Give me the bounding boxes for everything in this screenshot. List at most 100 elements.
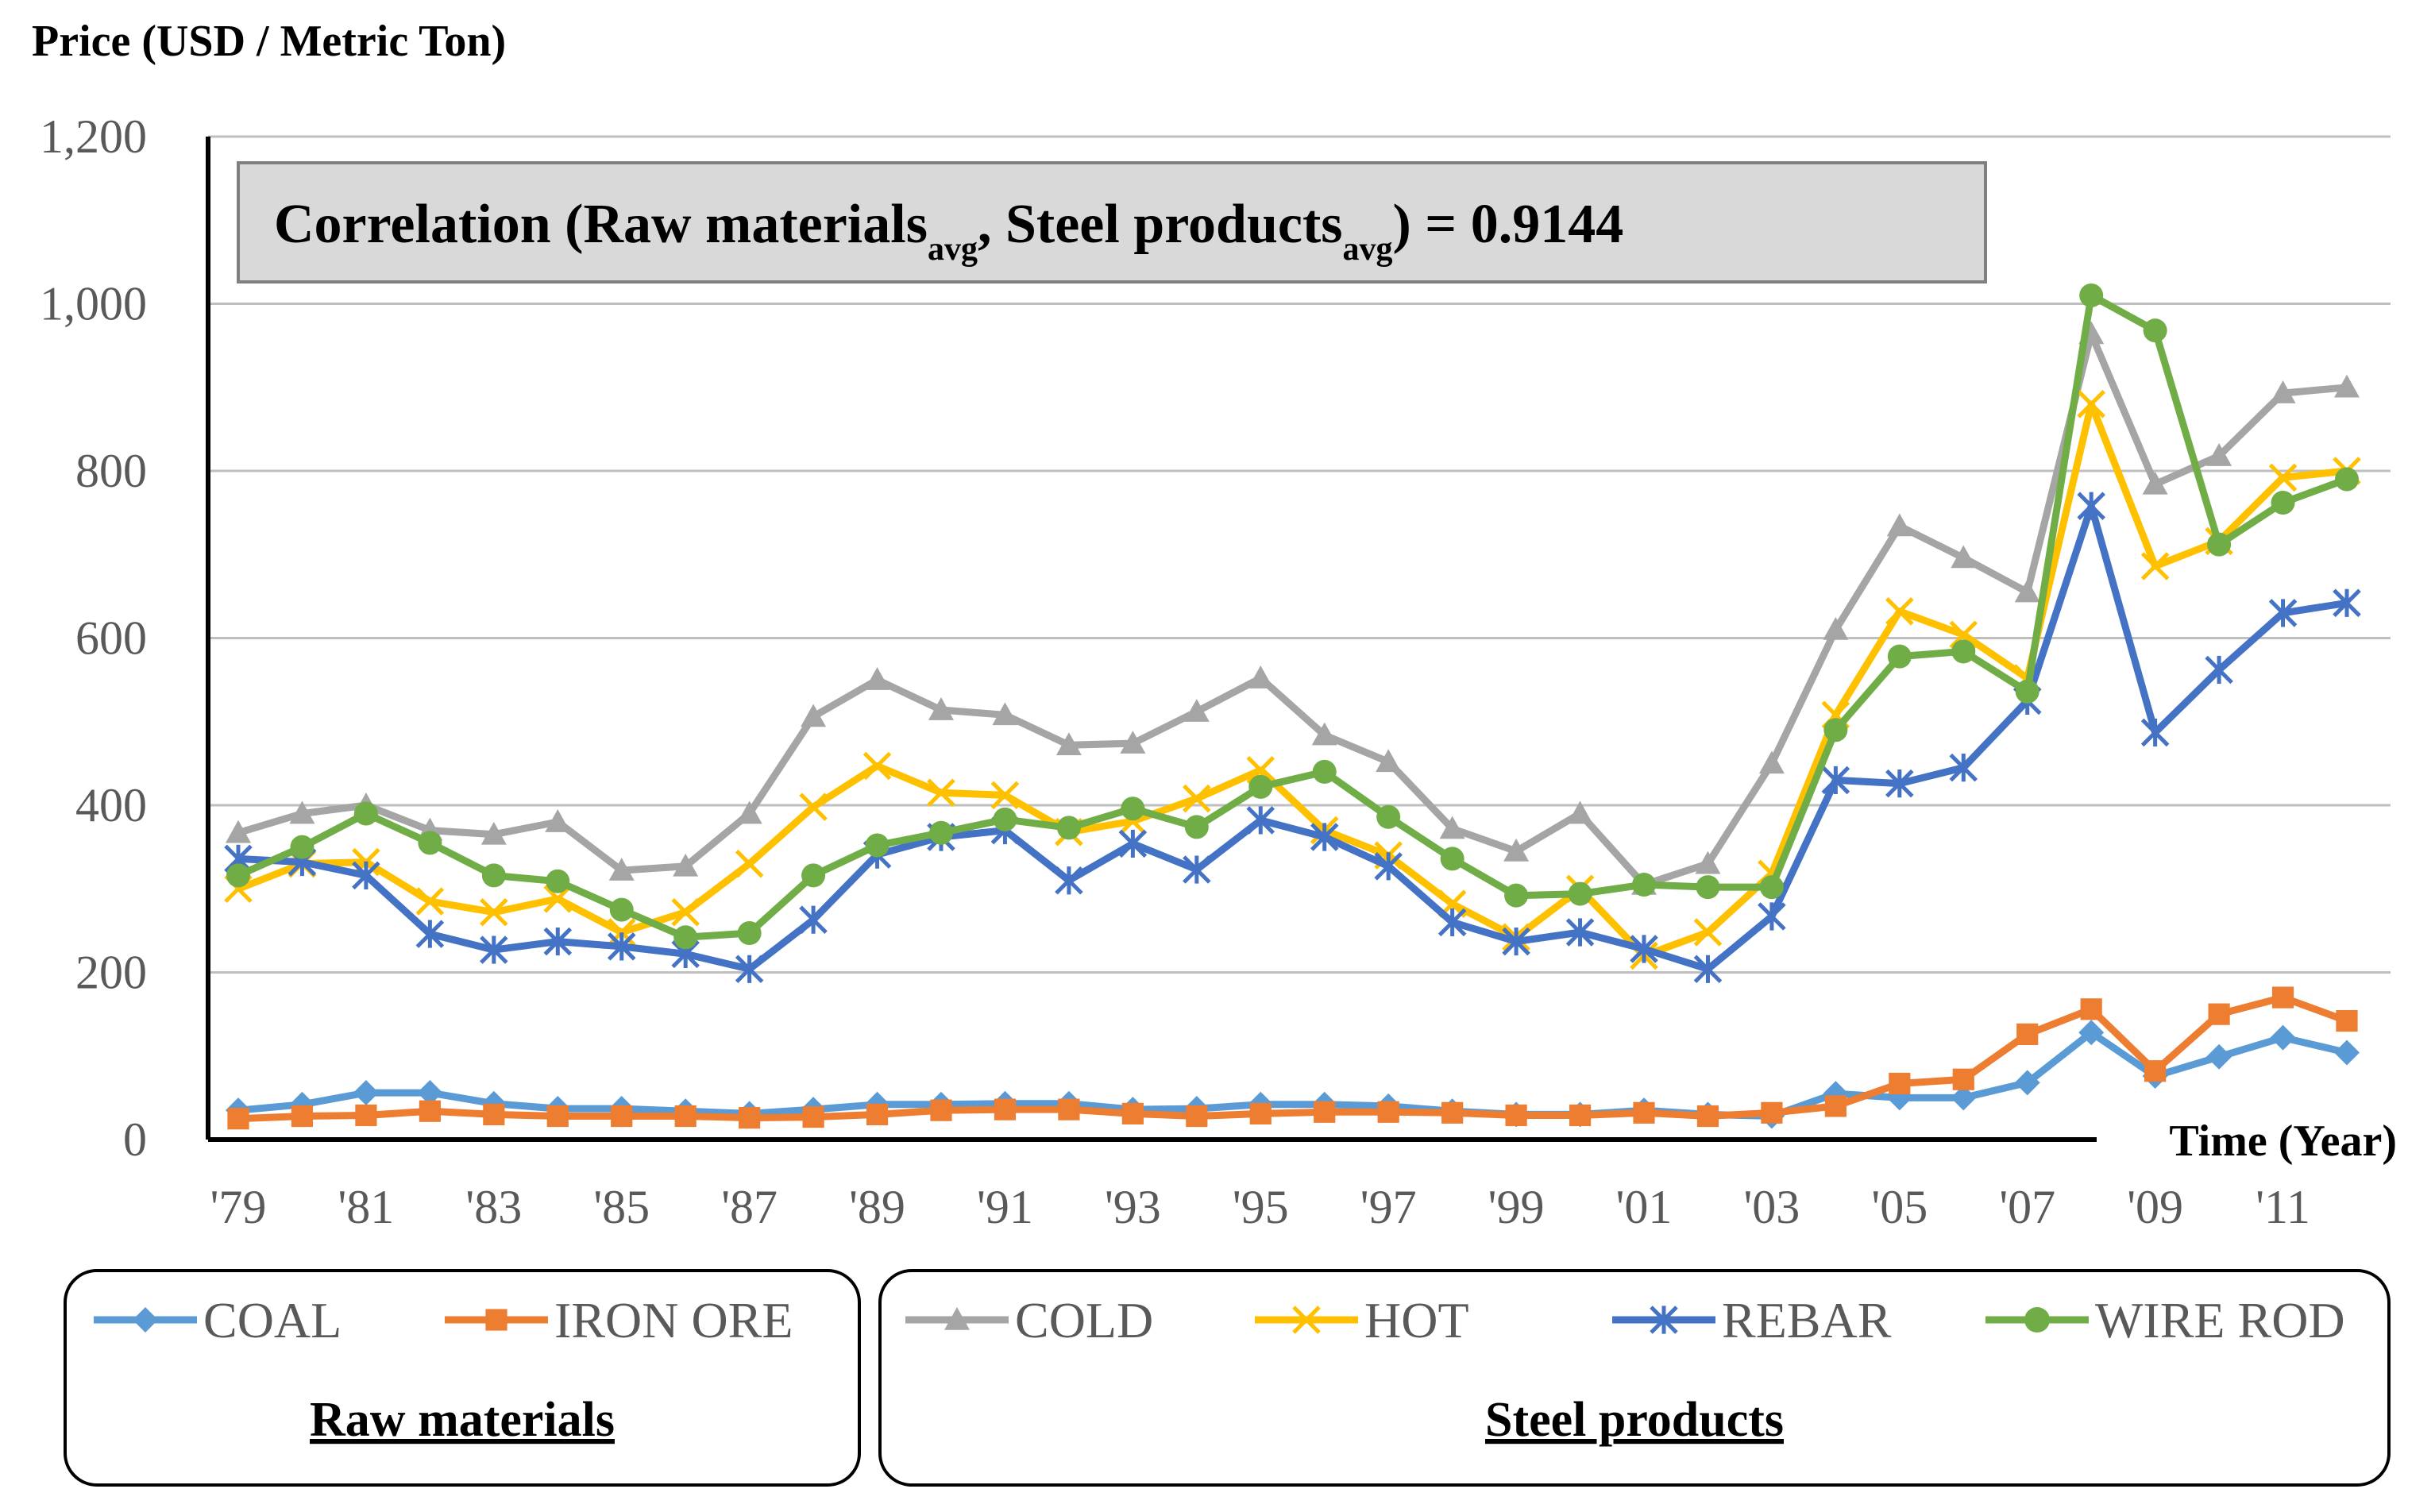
point-cold (864, 667, 890, 690)
point-rebar (1758, 902, 1786, 931)
point-iron-ore (1952, 1068, 1974, 1090)
point-rebar (1885, 769, 1914, 798)
corr-sub2: avg (1343, 231, 1393, 268)
point-wire-rod (1121, 796, 1145, 821)
point-iron-ore (2208, 1003, 2230, 1025)
legend-label-rebar: REBAR (1722, 1292, 1892, 1348)
point-wire-rod (1823, 718, 1848, 742)
point-cold (2142, 471, 2168, 495)
legend-label-cold: COLD (1015, 1292, 1153, 1348)
legend-label-iron-ore: IRON ORE (554, 1292, 793, 1348)
point-coal (417, 1080, 443, 1106)
point-rebar (1693, 955, 1723, 984)
point-cold (1183, 699, 1210, 722)
point-iron-ore (2336, 1009, 2358, 1032)
point-rebar (1565, 918, 1595, 947)
legend-item-wire-rod: WIRE ROD (1985, 1292, 2345, 1348)
series-wire-rod (226, 283, 2359, 950)
x-tick-label: '91 (977, 1181, 1033, 1233)
point-cold (801, 704, 827, 727)
point-wire-rod (1887, 644, 1912, 669)
point-iron-ore (1186, 1105, 1208, 1128)
point-cold (928, 697, 954, 720)
point-iron-ore (419, 1100, 441, 1122)
point-iron-ore (739, 1107, 761, 1129)
point-wire-rod (2207, 532, 2232, 557)
point-rebar (607, 932, 636, 961)
point-rebar (1183, 855, 1211, 884)
legend-label-coal: COAL (203, 1292, 342, 1348)
point-rebar (2205, 655, 2233, 685)
point-cold (2206, 443, 2232, 466)
y-tick-label: 200 (75, 947, 147, 999)
y-tick-labels: 0 200 400 600 800 1,000 1,200 (40, 110, 147, 1166)
point-rebar (2268, 599, 2298, 627)
point-coal (353, 1080, 379, 1106)
point-rebar (1437, 908, 1467, 937)
point-hot (1183, 784, 1211, 813)
point-wire-rod (2143, 318, 2167, 343)
point-coal (2078, 1020, 2105, 1046)
point-hot (799, 793, 828, 821)
series-line-rebar (237, 502, 2348, 973)
point-iron-ore (1696, 1105, 1719, 1128)
point-wire-rod (290, 835, 315, 859)
y-tick-label: 1,000 (40, 278, 147, 330)
point-rebar (1310, 823, 1339, 851)
point-wire-rod (353, 801, 378, 826)
point-wire-rod (418, 831, 442, 855)
point-rebar (2140, 718, 2170, 747)
point-iron-ore (355, 1104, 377, 1127)
point-wire-rod (801, 863, 826, 888)
point-wire-rod (546, 869, 570, 893)
point-iron-ore (291, 1105, 314, 1128)
legend-marker-wire-rod (2024, 1307, 2050, 1333)
point-hot (990, 781, 1020, 810)
point-wire-rod (1248, 774, 1273, 799)
point-iron-ore (1824, 1095, 1847, 1117)
y-tick-label: 600 (75, 612, 147, 665)
point-rebar (735, 955, 764, 984)
point-iron-ore (1761, 1101, 1783, 1124)
point-coal (2014, 1070, 2040, 1096)
point-cold (1439, 816, 1465, 839)
point-iron-ore (1377, 1101, 1399, 1123)
point-iron-ore (866, 1103, 889, 1126)
x-tick-label: '99 (1488, 1181, 1545, 1233)
point-rebar (2333, 588, 2361, 618)
point-cold (673, 853, 699, 877)
point-wire-rod (737, 921, 762, 946)
point-rebar (1055, 866, 1083, 895)
x-tick-label: '01 (1616, 1181, 1673, 1233)
series-iron-ore (227, 986, 2358, 1130)
y-axis-title: Price (USD / Metric Ton) (32, 17, 506, 66)
point-wire-rod (1759, 875, 1784, 900)
point-hot (2268, 463, 2298, 492)
legend-label-hot: HOT (1364, 1292, 1469, 1348)
point-iron-ore (674, 1105, 697, 1128)
x-tick-label: '97 (1360, 1181, 1417, 1233)
point-hot (415, 887, 445, 916)
point-hot (671, 897, 700, 927)
point-cold (1567, 800, 1593, 824)
corr-sub1: avg (928, 231, 978, 268)
point-coal (2206, 1043, 2232, 1070)
series-line-wire-rod (237, 291, 2348, 941)
point-cold (2014, 579, 2040, 603)
series-line-cold (237, 330, 2348, 889)
point-cold (1120, 731, 1146, 754)
y-tick-label: 0 (123, 1113, 147, 1166)
corr-suffix: ) = 0.9144 (1393, 194, 1624, 255)
point-iron-ore (994, 1098, 1017, 1120)
point-wire-rod (2271, 490, 2295, 515)
point-cold (1376, 749, 1402, 773)
series-line-iron-ore (237, 993, 2348, 1123)
x-tick-label: '03 (1744, 1181, 1800, 1233)
x-tick-label: '87 (721, 1181, 778, 1233)
point-wire-rod (1504, 883, 1529, 908)
point-rebar (415, 920, 445, 948)
legend-item-rebar: REBAR (1612, 1292, 1892, 1348)
point-iron-ore (802, 1105, 824, 1128)
point-cold (1823, 616, 1849, 640)
point-cold (1311, 722, 1337, 746)
